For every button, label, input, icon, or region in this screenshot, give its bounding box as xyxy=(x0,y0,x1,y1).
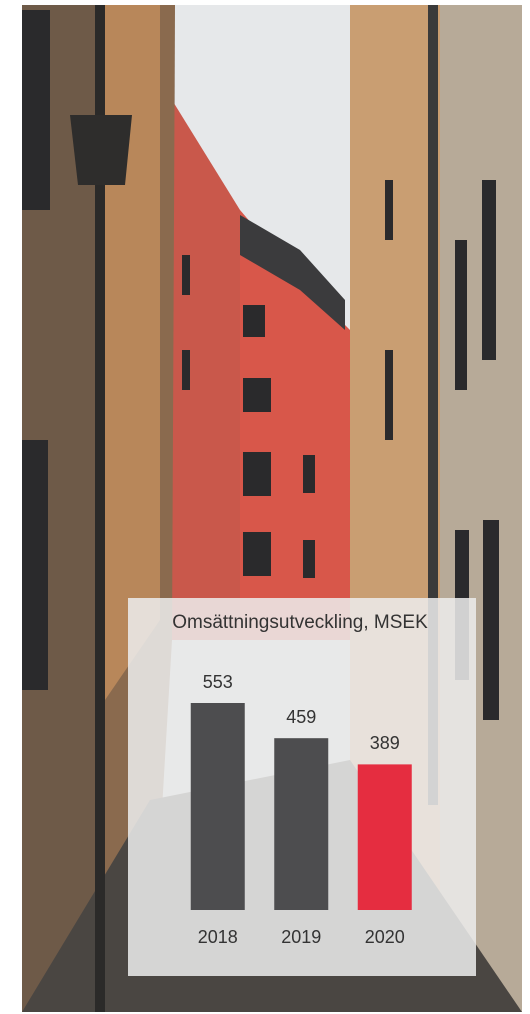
x-tick-label: 2019 xyxy=(281,927,321,947)
value-label: 389 xyxy=(370,733,400,753)
page: {"chart_data": {"type": "bar", "title": … xyxy=(0,0,530,1014)
chart-title: Omsättningsutveckling, MSEK xyxy=(172,612,428,633)
lamp xyxy=(70,115,132,185)
bar xyxy=(191,703,245,910)
value-label: 553 xyxy=(203,672,233,692)
left-building-orange xyxy=(105,5,160,700)
bar xyxy=(274,738,328,910)
value-label: 459 xyxy=(286,707,316,727)
x-tick-label: 2020 xyxy=(365,927,405,947)
bar xyxy=(358,764,412,910)
x-tick-label: 2018 xyxy=(198,927,238,947)
screen: Omsättningsutveckling, MSEK 2018 553 2019 4… xyxy=(0,0,530,1014)
